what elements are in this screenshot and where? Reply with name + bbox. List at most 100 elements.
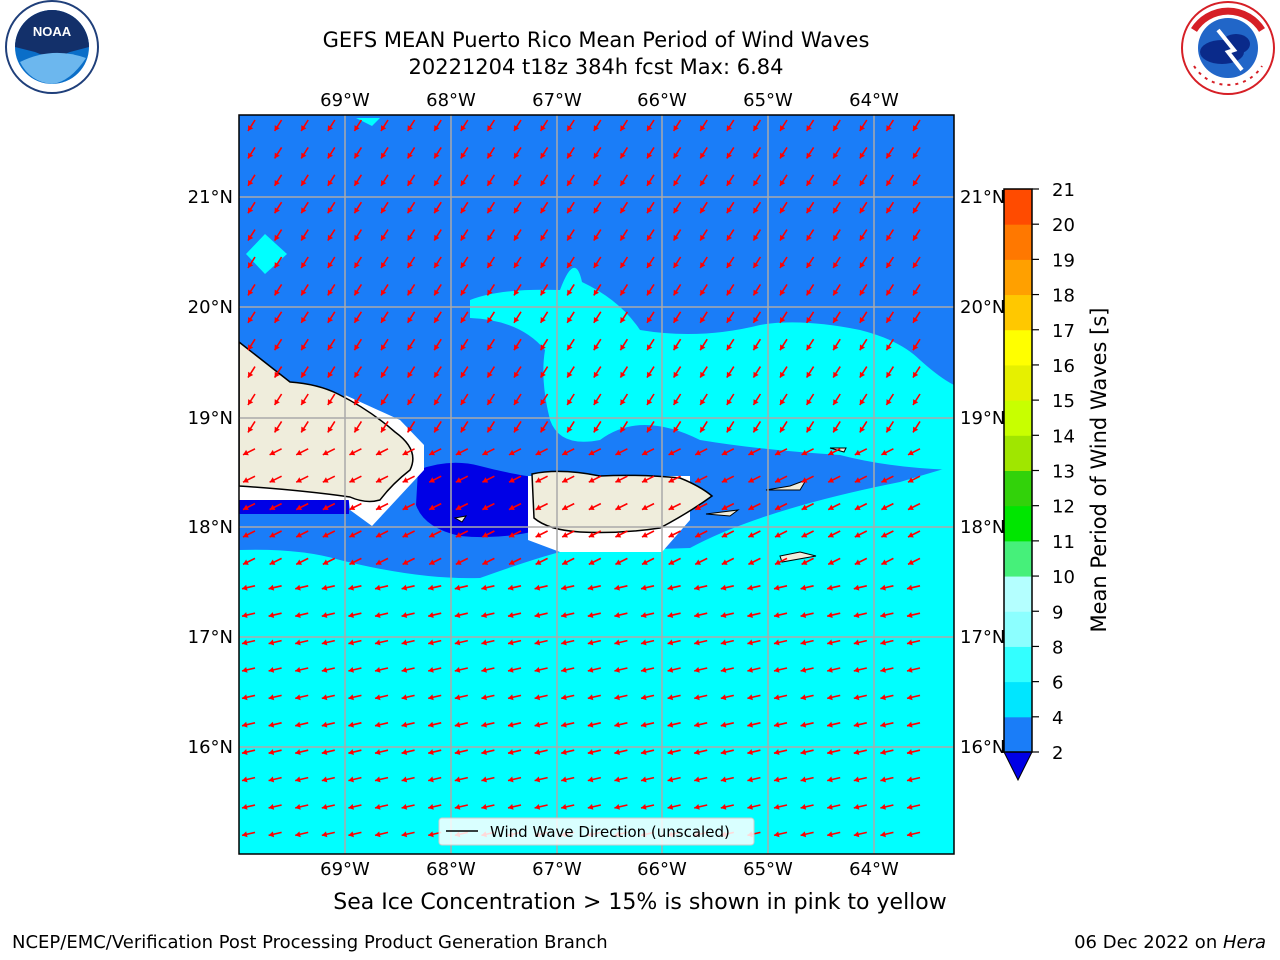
wave-direction-arrowhead	[508, 666, 514, 673]
wave-direction-arrowhead	[694, 666, 700, 673]
wave-direction-arrowhead	[407, 426, 413, 433]
wave-direction-arrowhead	[780, 234, 786, 241]
wave-direction-arrowhead	[487, 399, 493, 405]
wave-direction-arrowhead	[881, 504, 888, 511]
wave-direction-arrowhead	[434, 426, 440, 433]
colorbar-segment	[1004, 646, 1032, 683]
wave-direction-arrowhead	[321, 639, 328, 646]
wave-direction-arrowhead	[647, 125, 653, 131]
colorbar-tick-label: 18	[1052, 286, 1075, 307]
wave-direction-arrowhead	[587, 584, 594, 591]
wave-direction-arrowhead	[508, 694, 514, 701]
wave-direction-arrowhead	[833, 207, 839, 214]
wave-direction-arrowhead	[482, 449, 489, 456]
wave-direction-arrowhead	[854, 559, 861, 565]
wave-direction-arrowhead	[376, 504, 382, 511]
wave-direction-arrowhead	[780, 344, 786, 351]
wave-direction-arrowhead	[913, 234, 919, 241]
colorbar-tick-label: 21	[1052, 180, 1075, 201]
wave-direction-arrowhead	[694, 776, 700, 783]
wave-direction-arrowhead	[243, 477, 249, 483]
colorbar-tick-label: 12	[1052, 497, 1075, 518]
wave-direction-arrowhead	[615, 559, 622, 565]
wave-direction-arrowhead	[428, 639, 434, 646]
wave-direction-arrowhead	[349, 504, 356, 511]
wave-direction-arrowhead	[567, 344, 573, 351]
wave-direction-arrowhead	[561, 803, 567, 810]
wave-direction-arrowhead	[301, 316, 307, 323]
wave-direction-arrowhead	[268, 831, 275, 838]
lon-label-top: 65°W	[743, 90, 793, 111]
wave-direction-arrowhead	[880, 803, 886, 810]
wave-direction-arrowhead	[641, 694, 647, 701]
wave-direction-arrowhead	[881, 559, 888, 565]
wave-direction-arrowhead	[775, 449, 781, 456]
wave-direction-arrowhead	[800, 694, 807, 701]
wave-direction-arrowhead	[327, 426, 334, 433]
wave-direction-arrowhead	[248, 371, 254, 378]
wave-direction-arrowhead	[268, 584, 275, 591]
wave-direction-arrowhead	[487, 262, 493, 268]
map-legend: Wind Wave Direction (unscaled)	[438, 817, 755, 846]
wave-direction-arrowhead	[322, 559, 329, 565]
wave-direction-arrowhead	[434, 399, 440, 405]
wave-direction-arrowhead	[853, 721, 860, 728]
wave-direction-arrowhead	[800, 639, 807, 646]
wave-direction-arrowhead	[721, 477, 728, 483]
wave-direction-arrowhead	[243, 559, 249, 565]
wave-direction-arrowhead	[801, 449, 808, 456]
lat-label-right: 20°N	[960, 297, 1005, 318]
wave-direction-arrowhead	[620, 125, 626, 131]
wave-direction-arrowhead	[248, 426, 254, 433]
wave-direction-arrowhead	[509, 449, 515, 456]
wave-direction-arrowhead	[321, 749, 328, 755]
wave-direction-arrowhead	[487, 289, 493, 296]
wave-direction-arrowhead	[274, 234, 280, 241]
wave-direction-arrowhead	[434, 125, 440, 131]
wave-direction-arrowhead	[614, 666, 620, 673]
wave-direction-arrowhead	[268, 666, 275, 673]
wave-direction-arrowhead	[620, 179, 626, 186]
wave-direction-arrowhead	[853, 639, 860, 646]
wave-direction-arrowhead	[833, 399, 839, 405]
wave-direction-arrowhead	[827, 584, 833, 591]
wave-direction-arrowhead	[269, 532, 276, 538]
wave-direction-arrowhead	[859, 289, 866, 296]
wave-direction-arrowhead	[242, 666, 248, 673]
wave-direction-arrowhead	[859, 426, 866, 433]
wave-direction-arrowhead	[775, 504, 781, 511]
wave-direction-arrowhead	[853, 666, 860, 673]
wave-direction-arrowhead	[327, 399, 334, 405]
wave-direction-arrowhead	[402, 449, 409, 456]
wave-direction-arrowhead	[561, 612, 567, 618]
wave-direction-arrowhead	[401, 749, 408, 755]
wave-direction-arrowhead	[274, 207, 280, 214]
wave-direction-arrowhead	[641, 584, 647, 591]
wave-direction-arrowhead	[614, 749, 620, 755]
wave-direction-arrowhead	[593, 399, 600, 405]
wave-direction-arrowhead	[481, 694, 487, 701]
wave-direction-arrowhead	[853, 803, 860, 810]
wave-direction-arrowhead	[460, 289, 467, 296]
wave-direction-arrowhead	[853, 612, 860, 618]
wave-direction-arrowhead	[540, 179, 546, 186]
colorbar-tick-label: 13	[1052, 462, 1075, 483]
wave-direction-arrowhead	[673, 207, 679, 214]
wave-direction-arrowhead	[720, 639, 727, 646]
wave-direction-arrowhead	[301, 179, 307, 186]
wave-direction-arrowhead	[853, 831, 860, 838]
wave-direction-arrowhead	[381, 399, 387, 405]
legend-label: Wind Wave Direction (unscaled)	[490, 823, 730, 841]
lat-labels: 21°N 20°N 19°N 18°N 17°N 16°N 21°N 20°N …	[188, 187, 1006, 758]
colorbar-tick-label: 6	[1052, 673, 1063, 694]
wave-direction-arrowhead	[726, 234, 733, 241]
wave-direction-arrowhead	[853, 776, 860, 783]
wave-direction-arrowhead	[481, 776, 487, 783]
wave-direction-arrowhead	[455, 504, 462, 511]
wave-direction-arrowhead	[354, 179, 360, 186]
footer-date: 06 Dec 2022 on Hera	[1074, 932, 1266, 953]
wave-direction-arrowhead	[381, 344, 387, 351]
wave-direction-arrowhead	[561, 749, 567, 755]
wave-direction-arrowhead	[700, 207, 706, 214]
wave-direction-arrowhead	[880, 749, 886, 755]
